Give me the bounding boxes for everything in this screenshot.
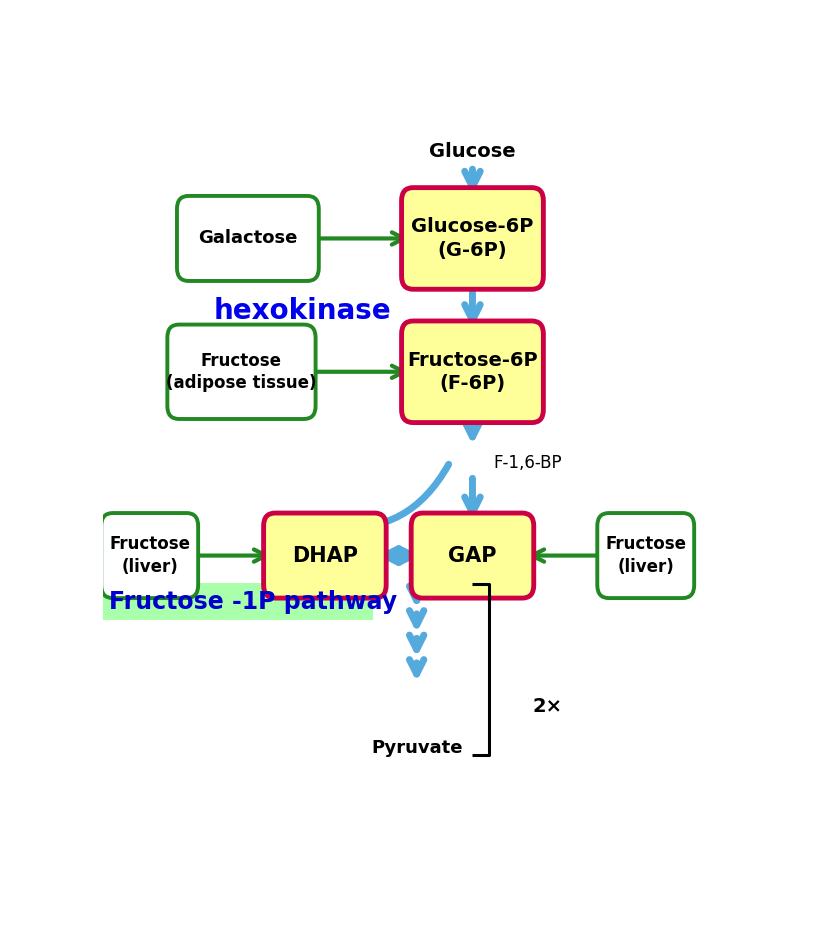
Text: 2×: 2× [532,697,562,716]
Text: Pyruvate: Pyruvate [370,739,461,757]
Text: Fructose
(liver): Fructose (liver) [605,535,686,576]
Text: Galactose: Galactose [198,229,297,247]
Text: Fructose
(liver): Fructose (liver) [109,535,190,576]
Text: Fructose-6P
(F-6P): Fructose-6P (F-6P) [407,350,538,393]
FancyBboxPatch shape [167,325,315,419]
Text: hexokinase: hexokinase [213,297,391,325]
Text: GAP: GAP [447,546,496,565]
FancyBboxPatch shape [103,583,372,621]
FancyBboxPatch shape [411,513,533,598]
FancyBboxPatch shape [401,321,543,422]
FancyBboxPatch shape [177,196,318,281]
FancyBboxPatch shape [401,187,543,289]
FancyBboxPatch shape [101,513,198,598]
Text: Glucose: Glucose [428,142,515,161]
Text: F-1,6-BP: F-1,6-BP [493,454,562,473]
Text: Glucose-6P
(G-6P): Glucose-6P (G-6P) [411,217,533,259]
Text: DHAP: DHAP [292,546,357,565]
Text: Fructose -1P pathway: Fructose -1P pathway [108,590,396,614]
Text: Fructose
(adipose tissue): Fructose (adipose tissue) [166,352,317,392]
FancyBboxPatch shape [596,513,693,598]
FancyArrowPatch shape [335,464,448,535]
FancyBboxPatch shape [263,513,385,598]
